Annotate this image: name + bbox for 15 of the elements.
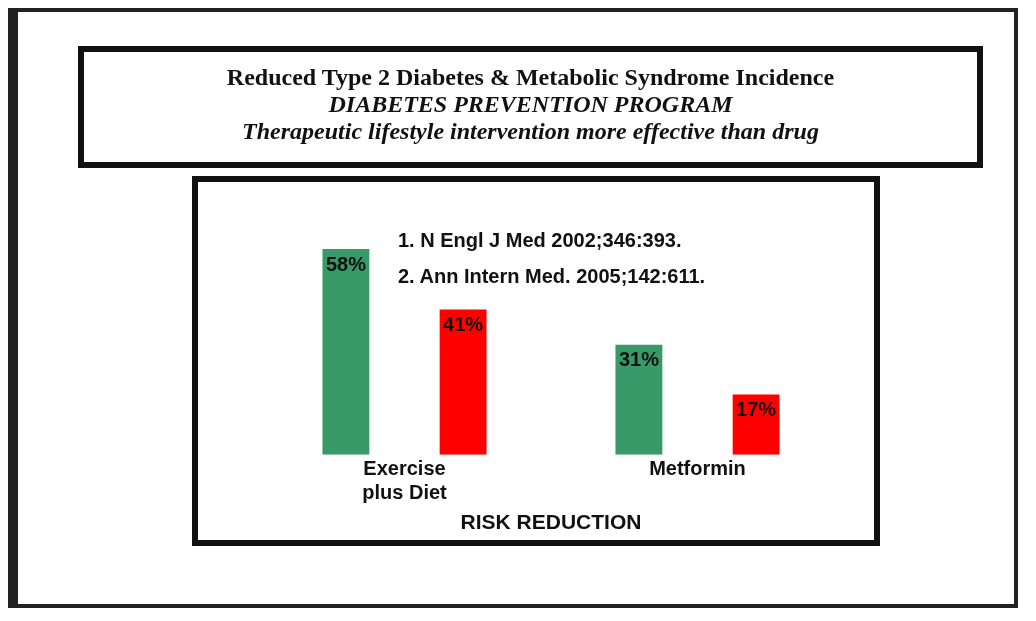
- data-label: 41%: [443, 312, 484, 335]
- data-label: 58%: [325, 252, 367, 275]
- data-label: 17%: [736, 398, 777, 421]
- annotation: 2. Ann Intern Med. 2005;142:611.: [398, 264, 706, 289]
- chart-subtitle: DIABETES PREVENTION PROGRAM: [327, 91, 734, 118]
- annotation: 1. N Engl J Med 2002;346:393.: [398, 228, 683, 253]
- data-label: 31%: [618, 348, 660, 371]
- bar: [322, 249, 370, 455]
- bar: [439, 309, 487, 455]
- text: Therapeutic lifestyle intervention more effective than drug: [241, 118, 820, 145]
- chart-title: Reduced Type 2 Diabetes & Metabolic Syndrome Incidence: [225, 64, 836, 91]
- x-axis-title: RISK REDUCTION: [460, 510, 642, 534]
- bar: [615, 344, 663, 455]
- x-tick-label: Exercise plus Diet: [362, 457, 448, 504]
- x-tick-label: Metformin: [649, 457, 746, 480]
